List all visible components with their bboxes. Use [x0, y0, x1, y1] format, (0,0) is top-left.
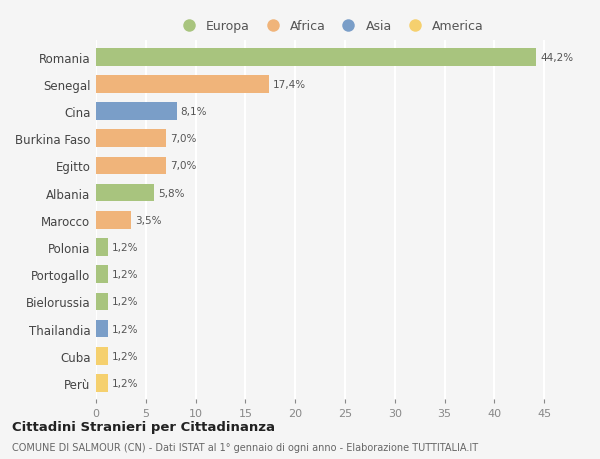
Bar: [96, 239, 108, 256]
Bar: [96, 347, 108, 365]
Text: 1,2%: 1,2%: [112, 378, 139, 388]
Text: 8,1%: 8,1%: [181, 107, 207, 117]
Text: 7,0%: 7,0%: [170, 161, 196, 171]
Text: 1,2%: 1,2%: [112, 269, 139, 280]
Bar: [96, 212, 131, 229]
Text: COMUNE DI SALMOUR (CN) - Dati ISTAT al 1° gennaio di ogni anno - Elaborazione TU: COMUNE DI SALMOUR (CN) - Dati ISTAT al 1…: [12, 442, 478, 452]
Bar: [96, 320, 108, 338]
Bar: [96, 157, 166, 175]
Bar: [96, 103, 176, 121]
Legend: Europa, Africa, Asia, America: Europa, Africa, Asia, America: [171, 15, 489, 38]
Text: 1,2%: 1,2%: [112, 351, 139, 361]
Text: 1,2%: 1,2%: [112, 297, 139, 307]
Bar: [96, 76, 269, 94]
Bar: [96, 293, 108, 310]
Text: 1,2%: 1,2%: [112, 324, 139, 334]
Text: 44,2%: 44,2%: [540, 53, 573, 62]
Bar: [96, 185, 154, 202]
Bar: [96, 374, 108, 392]
Text: 1,2%: 1,2%: [112, 242, 139, 252]
Text: 7,0%: 7,0%: [170, 134, 196, 144]
Bar: [96, 130, 166, 148]
Bar: [96, 49, 536, 67]
Text: 17,4%: 17,4%: [273, 80, 307, 90]
Text: 5,8%: 5,8%: [158, 188, 184, 198]
Text: Cittadini Stranieri per Cittadinanza: Cittadini Stranieri per Cittadinanza: [12, 420, 275, 433]
Text: 3,5%: 3,5%: [135, 215, 161, 225]
Bar: [96, 266, 108, 283]
